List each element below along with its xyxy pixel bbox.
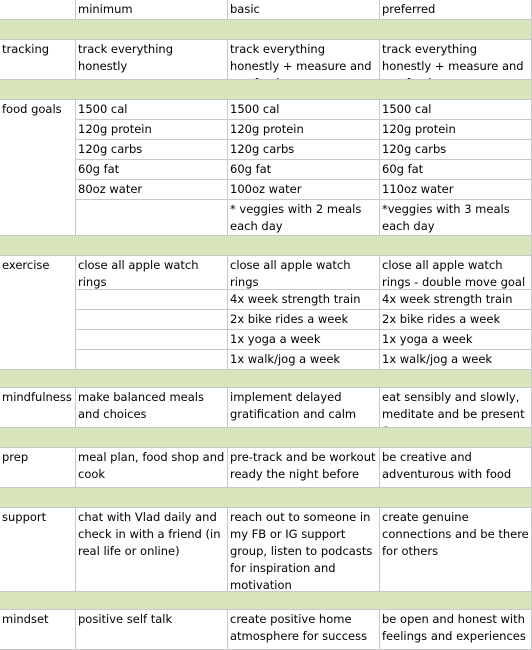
- table-cell: 120g protein: [76, 120, 228, 140]
- separator-row: [0, 488, 532, 508]
- table-cell: eat sensibly and slowly, meditate and be…: [380, 388, 532, 428]
- table-cell: 4x week strength train: [228, 290, 380, 310]
- table-cell: create positive home atmosphere for succ…: [228, 610, 380, 650]
- table-cell: pre-track and be workout ready the night…: [228, 448, 380, 488]
- table-cell: 120g carbs: [76, 140, 228, 160]
- table-cell: *veggies with 3 meals each day: [380, 200, 532, 236]
- table-cell: 60g fat: [228, 160, 380, 180]
- table-cell: 1x walk/jog a week: [228, 350, 380, 370]
- table-cell: be creative and adventurous with food: [380, 448, 532, 488]
- table-cell: 120g carbs: [228, 140, 380, 160]
- table-cell: 120g protein: [380, 120, 532, 140]
- table-cell: track everything honestly + measure and …: [380, 40, 532, 80]
- table-cell: reach out to someone in my FB or IG supp…: [228, 508, 380, 592]
- table-cell: positive self talk: [76, 610, 228, 650]
- table-cell: 60g fat: [380, 160, 532, 180]
- table-cell: * veggies with 2 meals each day: [228, 200, 380, 236]
- separator-row: [0, 592, 532, 610]
- table-cell: [76, 350, 228, 370]
- table-cell: 1x yoga a week: [228, 330, 380, 350]
- table-cell: [76, 330, 228, 350]
- table-cell: 4x week strength train: [380, 290, 532, 310]
- table-cell: track everything honestly: [76, 40, 228, 80]
- table-cell: close all apple watch rings - double mov…: [380, 256, 532, 290]
- table-cell: create genuine connections and be there …: [380, 508, 532, 592]
- header-cell: basic: [228, 0, 380, 20]
- table-cell: 2x bike rides a week: [228, 310, 380, 330]
- table-cell: meal plan, food shop and cook: [76, 448, 228, 488]
- section-label: prep: [0, 448, 76, 488]
- header-cell: [0, 0, 76, 20]
- table-cell: 1500 cal: [380, 100, 532, 120]
- table-cell: [76, 200, 228, 236]
- header-cell: minimum: [76, 0, 228, 20]
- section-label: food goals: [0, 100, 76, 236]
- table-cell: 110oz water: [380, 180, 532, 200]
- header-cell: preferred: [380, 0, 532, 20]
- table-cell: 120g carbs: [380, 140, 532, 160]
- table-cell: 1500 cal: [76, 100, 228, 120]
- table-cell: make balanced meals and choices: [76, 388, 228, 428]
- separator-row: [0, 370, 532, 388]
- table-cell: 120g protein: [228, 120, 380, 140]
- section-label: support: [0, 508, 76, 592]
- table-cell: 60g fat: [76, 160, 228, 180]
- separator-row: [0, 236, 532, 256]
- table-cell: chat with Vlad daily and check in with a…: [76, 508, 228, 592]
- table-cell: implement delayed gratification and calm: [228, 388, 380, 428]
- table-cell: 1x walk/jog a week: [380, 350, 532, 370]
- table-cell: 100oz water: [228, 180, 380, 200]
- table-cell: 1500 cal: [228, 100, 380, 120]
- table-cell: 80oz water: [76, 180, 228, 200]
- table-cell: [76, 290, 228, 310]
- section-label: exercise: [0, 256, 76, 370]
- table-cell: close all apple watch rings: [76, 256, 228, 290]
- table-cell: 1x yoga a week: [380, 330, 532, 350]
- table-cell: 2x bike rides a week: [380, 310, 532, 330]
- section-label: mindset: [0, 610, 76, 650]
- table-cell: be open and honest with feelings and exp…: [380, 610, 532, 650]
- table-cell: [76, 310, 228, 330]
- section-label: mindfulness: [0, 388, 76, 428]
- table-cell: close all apple watch rings: [228, 256, 380, 290]
- separator-row: [0, 20, 532, 40]
- separator-row: [0, 428, 532, 448]
- separator-row: [0, 80, 532, 100]
- section-label: tracking: [0, 40, 76, 80]
- table-cell: track everything honestly + measure and …: [228, 40, 380, 80]
